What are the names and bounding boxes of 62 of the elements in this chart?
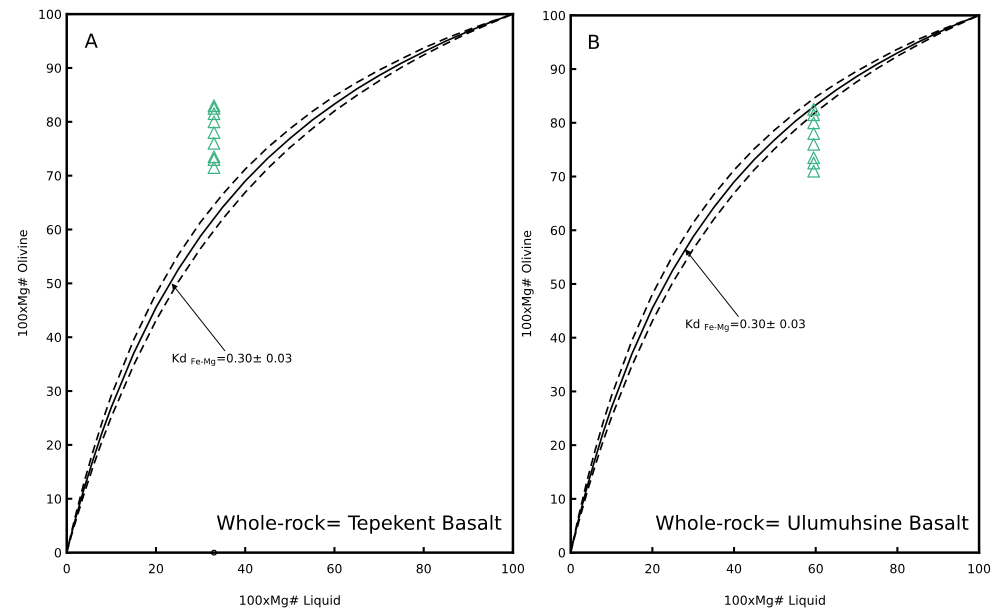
point <box>208 102 220 115</box>
point <box>807 151 820 164</box>
y-tick-label: 10 <box>551 494 566 504</box>
point <box>807 156 820 170</box>
y-tick-label: 90 <box>46 63 62 73</box>
point <box>807 138 820 151</box>
y-tick-label: 40 <box>46 332 62 342</box>
x-tick-label: 40 <box>238 564 252 574</box>
y-tick-label: 90 <box>550 64 566 74</box>
x-tick-label: 0 <box>64 564 70 574</box>
x-axis-title: 100xMg# Liquid <box>725 595 825 608</box>
x-tick-label: 20 <box>645 564 660 574</box>
x-axis-title: 100xMg# Liquid <box>240 595 340 608</box>
annotation: Whole-rock= Tepekent Basalt <box>216 514 502 534</box>
y-tick-label: 30 <box>46 386 62 396</box>
y-tick-label: 80 <box>46 117 62 127</box>
point <box>208 161 220 174</box>
y-tick-label: 100 <box>543 10 566 20</box>
y-tick-label: 0 <box>54 548 62 558</box>
x-tick-label: 100 <box>502 564 524 574</box>
y-tick-label: 10 <box>47 494 62 504</box>
x-tick-label: 80 <box>890 564 905 574</box>
y-axis-title: 100xMg# Olivine <box>18 230 30 336</box>
point <box>208 150 220 164</box>
point <box>208 136 220 150</box>
y-tick-label: 80 <box>550 118 566 128</box>
y-tick-label: 50 <box>550 279 566 289</box>
point <box>208 115 220 128</box>
x-tick-label: 60 <box>808 564 823 574</box>
y-tick-label: 60 <box>46 224 62 234</box>
annotation: Kd $_{Fe-Mg}$=0.30± 0.03 <box>686 319 805 332</box>
x-tick-label: 100 <box>968 564 990 574</box>
annotation: A <box>84 34 98 48</box>
point <box>807 116 820 130</box>
y-tick-label: 100 <box>39 10 62 20</box>
x-tick-label: 80 <box>416 564 431 574</box>
x-tick-label: 0 <box>568 564 574 574</box>
y-tick-label: 60 <box>550 226 566 236</box>
point <box>807 164 820 178</box>
x-tick-label: 60 <box>327 564 342 574</box>
y-tick-label: 30 <box>550 386 566 396</box>
annotation: B <box>588 34 600 49</box>
point <box>208 99 220 112</box>
point <box>807 127 820 140</box>
point <box>210 550 218 556</box>
y-axis-title: 100xMg# Olivine <box>522 230 534 336</box>
point <box>807 108 820 122</box>
y-tick-label: 40 <box>550 333 566 343</box>
y-tick-label: 20 <box>46 440 62 450</box>
y-tick-label: 50 <box>46 278 62 288</box>
point <box>208 153 220 166</box>
point <box>807 102 820 116</box>
point <box>208 126 220 140</box>
y-tick-label: 20 <box>550 440 566 450</box>
annotation: Whole-rock= Ulumuhsine Basalt <box>656 514 968 530</box>
point <box>208 107 220 120</box>
x-tick-label: 20 <box>148 564 164 574</box>
y-tick-label: 0 <box>558 548 566 558</box>
annotation: Kd $_{Fe-Mg}$=0.30± 0.03 <box>172 353 292 366</box>
y-tick-label: 70 <box>46 171 62 181</box>
x-tick-label: 40 <box>726 564 742 574</box>
y-tick-label: 70 <box>550 172 566 182</box>
